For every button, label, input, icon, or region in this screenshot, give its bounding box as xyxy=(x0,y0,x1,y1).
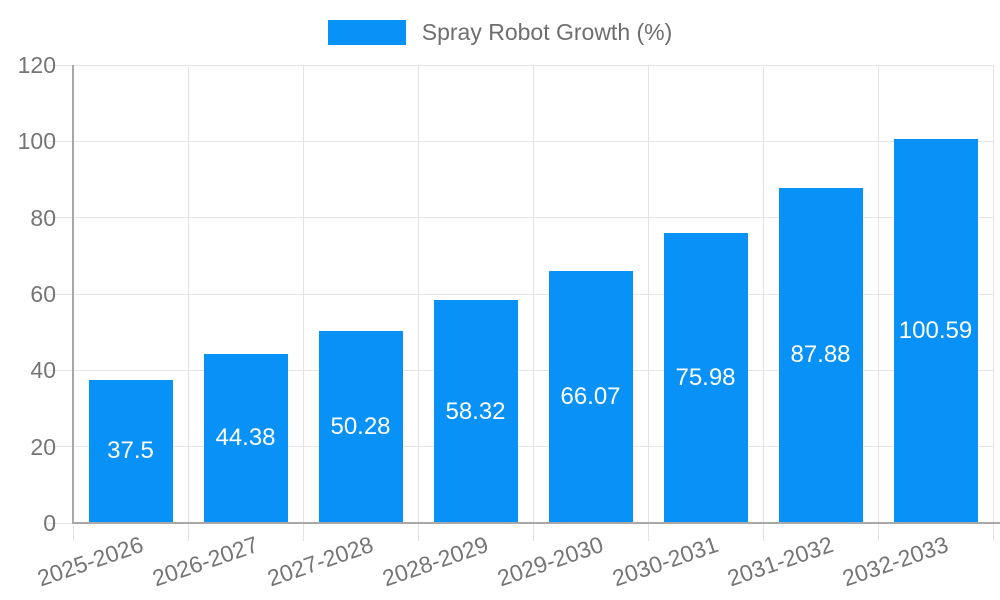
bar-value-label: 100.59 xyxy=(898,317,973,345)
y-tick-label: 0 xyxy=(43,510,56,536)
legend-swatch-icon xyxy=(327,19,406,45)
vertical-gridline xyxy=(187,65,189,541)
vertical-gridline xyxy=(417,65,419,541)
bar-2025-2026[interactable]: 37.5 xyxy=(88,379,173,523)
vertical-gridline xyxy=(302,65,304,541)
bar-2027-2028[interactable]: 50.28 xyxy=(318,331,403,523)
bar-value-label: 66.07 xyxy=(560,382,621,410)
vertical-gridline xyxy=(647,65,649,541)
plot-area: 37.5 44.38 50.28 58.32 66.07 75.98 87.88 100.59… xyxy=(33,64,1000,591)
horizontal-gridline xyxy=(47,446,993,448)
bar-value-label: 58.32 xyxy=(445,397,506,425)
horizontal-gridline xyxy=(47,217,993,219)
bar-value-label: 87.88 xyxy=(790,341,851,369)
x-axis-line xyxy=(73,522,1000,524)
vertical-gridline xyxy=(877,65,879,541)
horizontal-gridline xyxy=(47,293,993,295)
bar-value-label: 37.5 xyxy=(107,437,154,465)
legend-label: Spray Robot Growth (%) xyxy=(421,18,673,45)
y-tick-label: 80 xyxy=(30,204,56,231)
horizontal-gridline xyxy=(47,140,993,142)
y-tick-label: 120 xyxy=(17,52,56,78)
bar-value-label: 75.98 xyxy=(675,363,736,391)
bar-2026-2027[interactable]: 44.38 xyxy=(203,353,288,523)
bar-value-label: 44.38 xyxy=(215,424,276,452)
horizontal-gridline xyxy=(47,64,993,66)
y-tick-label: 20 xyxy=(30,433,56,460)
bar-2032-2033[interactable]: 100.59 xyxy=(893,139,978,523)
legend-item-spray-robot-growth[interactable]: Spray Robot Growth (%) xyxy=(327,18,673,46)
chart-legend: Spray Robot Growth (%) xyxy=(0,18,1000,46)
horizontal-gridline xyxy=(47,369,993,371)
bar-2028-2029[interactable]: 58.32 xyxy=(433,300,518,523)
vertical-gridline xyxy=(532,65,534,541)
y-tick-label: 100 xyxy=(17,128,56,155)
y-axis-line xyxy=(72,65,74,524)
bar-2031-2032[interactable]: 87.88 xyxy=(778,187,863,523)
bar-2029-2030[interactable]: 66.07 xyxy=(548,270,633,523)
bar-value-label: 50.28 xyxy=(330,413,391,441)
y-tick-label: 60 xyxy=(30,281,56,307)
vertical-gridline xyxy=(762,65,764,541)
vertical-gridline xyxy=(992,65,994,541)
bar-2030-2031[interactable]: 75.98 xyxy=(663,233,748,523)
y-tick-label: 40 xyxy=(30,357,56,384)
